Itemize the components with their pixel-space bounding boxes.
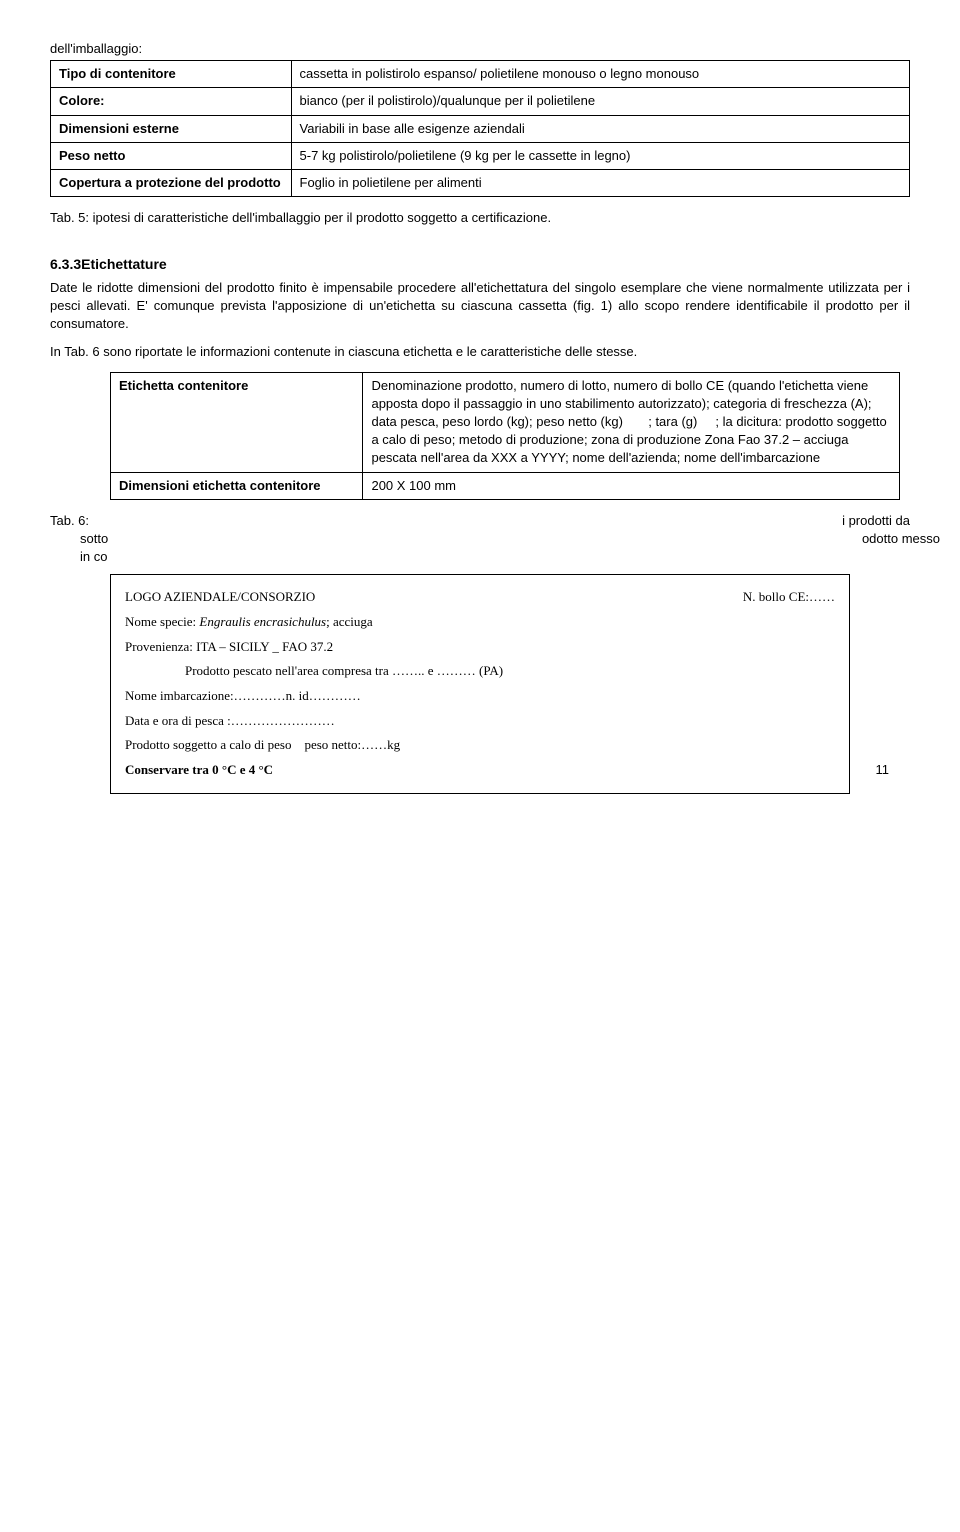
label-table: Etichetta contenitore Denominazione prod… [110,372,900,500]
tab6-fragment-row: Tab. 6: i prodotti da [50,512,910,530]
label-header-row: LOGO AZIENDALE/CONSORZIO N. bollo CE:…… [125,585,835,610]
tab6-left: sotto [80,530,108,548]
paragraph: In Tab. 6 sono riportate le informazioni… [50,343,910,361]
section-heading: 6.3.3Etichettature [50,255,910,275]
table-row: Dimensioni etichetta contenitore 200 X 1… [111,472,900,499]
species-line: Nome specie: Engraulis encrasichulus; ac… [125,610,835,635]
cell-label: Copertura a protezione del prodotto [51,169,292,196]
cell-value: bianco (per il polistirolo)/qualunque pe… [291,88,909,115]
cell-value: 200 X 100 mm [363,472,900,499]
bollo-ce: N. bollo CE:…… [743,585,835,610]
date-line: Data e ora di pesca :…………………… [125,709,835,734]
label-mockup-box: LOGO AZIENDALE/CONSORZIO N. bollo CE:…… … [110,574,850,794]
table-row: Colore: bianco (per il polistirolo)/qual… [51,88,910,115]
cell-value: 5-7 kg polistirolo/polietilene (9 kg per… [291,142,909,169]
table-row: Tipo di contenitore cassetta in polistir… [51,61,910,88]
boat-line: Nome imbarcazione:…………n. id………… [125,684,835,709]
tab6-fragment-row: sotto odotto messo [80,530,910,548]
intro-label: dell'imballaggio: [50,40,910,58]
species-value: Engraulis encrasichulus [199,614,326,629]
table-row: Etichetta contenitore Denominazione prod… [111,372,900,472]
section-label: Etichettature [81,256,167,272]
species-suffix: ; acciuga [326,614,373,629]
page-number: 11 [876,758,890,783]
cell-label: Peso netto [51,142,292,169]
cell-value: cassetta in polistirolo espanso/ polieti… [291,61,909,88]
tab6-right: i prodotti da [842,512,910,530]
cell-label: Tipo di contenitore [51,61,292,88]
conserve-line: Conservare tra 0 °C e 4 °C [125,758,835,783]
tab6-left: Tab. 6: [50,512,89,530]
logo-title: LOGO AZIENDALE/CONSORZIO [125,585,315,610]
cell-value: Denominazione prodotto, numero di lotto,… [363,372,900,472]
tab6-right: odotto messo [862,530,940,548]
cell-label: Etichetta contenitore [111,372,363,472]
provenance-line: Provenienza: ITA – SICILY _ FAO 37.2 [125,635,835,660]
provenance-subline: Prodotto pescato nell'area compresa tra … [125,659,835,684]
cell-label: Dimensioni etichetta contenitore [111,472,363,499]
packaging-table: Tipo di contenitore cassetta in polistir… [50,60,910,197]
table-row: Peso netto 5-7 kg polistirolo/polietilen… [51,142,910,169]
weight-line: Prodotto soggetto a calo di peso peso ne… [125,733,835,758]
paragraph: Date le ridotte dimensioni del prodotto … [50,279,910,334]
tab6-left: in co [80,549,107,564]
cell-value: Variabili in base alle esigenze aziendal… [291,115,909,142]
table-row: Dimensioni esterne Variabili in base all… [51,115,910,142]
species-label: Nome specie: [125,614,199,629]
cell-label: Dimensioni esterne [51,115,292,142]
cell-label: Colore: [51,88,292,115]
table-row: Copertura a protezione del prodotto Fogl… [51,169,910,196]
section-number: 6.3.3 [50,256,81,272]
cell-value: Foglio in polietilene per alimenti [291,169,909,196]
tab6-fragment-row: in co [80,548,910,566]
table-caption-5: Tab. 5: ipotesi di caratteristiche dell'… [50,209,910,227]
